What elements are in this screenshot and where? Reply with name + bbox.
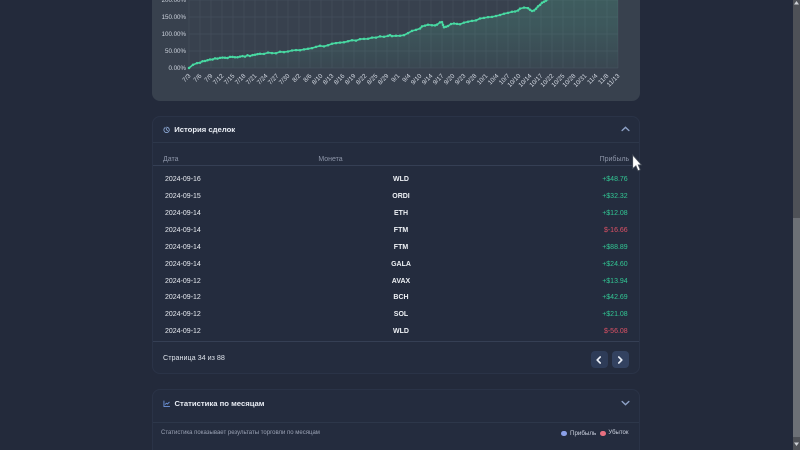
svg-text:9/4: 9/4 xyxy=(401,72,412,83)
svg-text:9/1: 9/1 xyxy=(390,72,401,83)
svg-text:8/29: 8/29 xyxy=(377,72,391,86)
svg-text:7/9: 7/9 xyxy=(203,72,214,83)
svg-text:0.00%: 0.00% xyxy=(168,65,186,72)
svg-text:100.00%: 100.00% xyxy=(162,31,187,38)
svg-text:150.00%: 150.00% xyxy=(162,14,187,21)
svg-text:8/6: 8/6 xyxy=(302,72,313,83)
svg-text:7/3: 7/3 xyxy=(181,72,192,83)
svg-text:7/6: 7/6 xyxy=(192,72,203,83)
svg-text:200.00%: 200.00% xyxy=(162,0,187,4)
svg-text:50.00%: 50.00% xyxy=(165,48,186,55)
svg-text:7/30: 7/30 xyxy=(278,72,292,86)
svg-text:11/13: 11/13 xyxy=(606,72,622,88)
svg-text:8/2: 8/2 xyxy=(291,72,302,83)
